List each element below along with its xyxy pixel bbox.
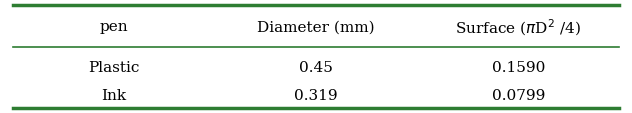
Text: Ink: Ink	[101, 88, 126, 102]
Text: Surface ($\pi$D$^2$ /4): Surface ($\pi$D$^2$ /4)	[455, 17, 581, 37]
Text: pen: pen	[99, 20, 128, 34]
Text: Plastic: Plastic	[88, 61, 140, 75]
Text: Diameter (mm): Diameter (mm)	[257, 20, 375, 34]
Text: 0.319: 0.319	[294, 88, 338, 102]
Text: 0.1590: 0.1590	[492, 61, 545, 75]
Text: 0.0799: 0.0799	[492, 88, 545, 102]
Text: 0.45: 0.45	[299, 61, 333, 75]
